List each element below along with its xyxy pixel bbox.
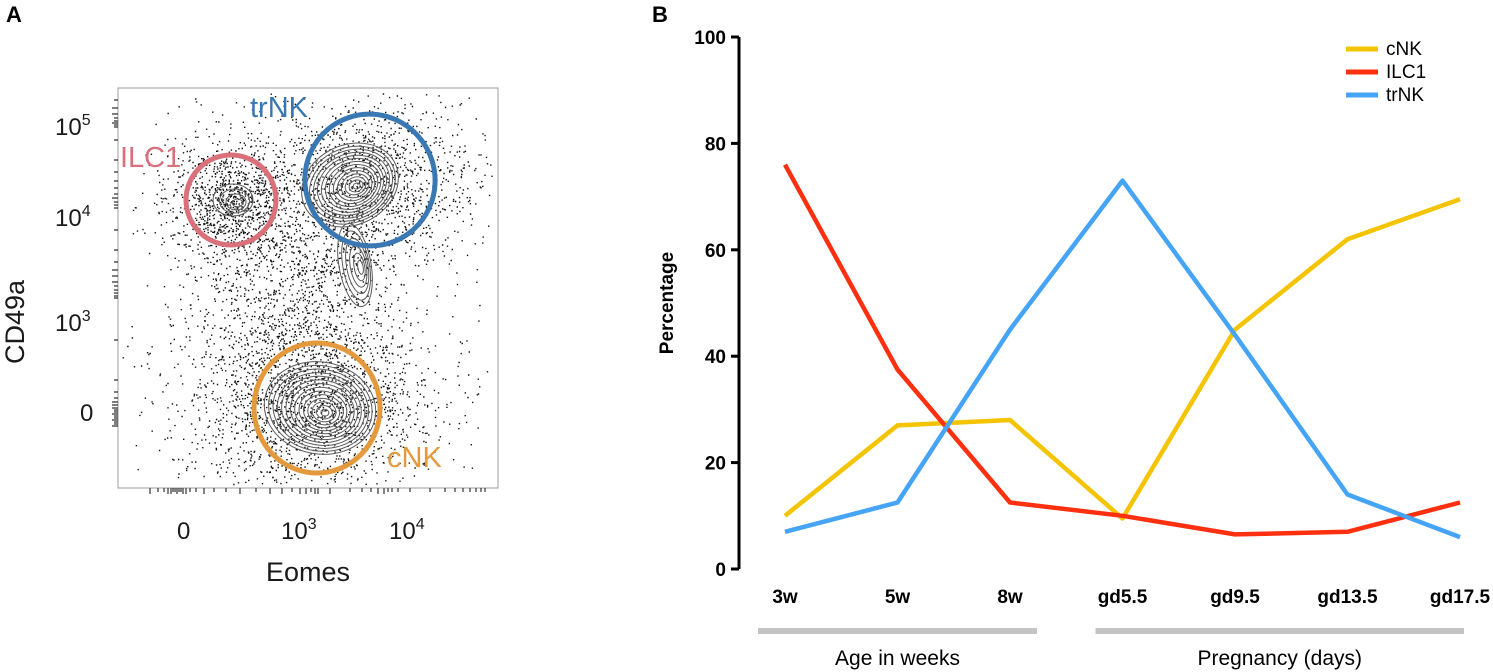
contour-ring <box>353 252 366 282</box>
contour-ring <box>324 160 382 210</box>
y-tick-label: 40 <box>705 347 726 368</box>
y-tick-10-4: 104 <box>55 203 91 232</box>
contour-ring <box>307 397 341 426</box>
series-line-ilc1 <box>783 163 1461 537</box>
contour-ring <box>316 154 388 216</box>
y-axis-ticks: 0 20 40 60 80 100 <box>694 28 739 581</box>
legend-label-trnk: trNK <box>1386 85 1424 106</box>
y-tick-10-3: 103 <box>55 308 91 337</box>
contour-ring <box>302 394 344 429</box>
x-tick-label: 8w <box>997 587 1023 608</box>
contour-ring <box>263 361 377 455</box>
x-tick-10-3: 103 <box>281 516 317 545</box>
panel-b-letter: B <box>652 2 668 27</box>
panel-a-axis-ticks <box>112 99 486 494</box>
ilc1-gate <box>183 152 279 248</box>
x-tick-10-4: 104 <box>389 516 425 545</box>
x-tick-label: gd5.5 <box>1098 587 1148 608</box>
group-label: Age in weeks <box>835 647 960 670</box>
y-tick-10-5: 105 <box>55 112 91 141</box>
contour-ring <box>311 401 337 423</box>
panel-a-letter: A <box>6 2 22 27</box>
contour-ring <box>328 164 379 208</box>
contour-ring <box>219 188 250 214</box>
contour-ring <box>352 182 361 190</box>
y-axis-label-percentage: Percentage <box>657 252 678 354</box>
contour-ring <box>320 408 330 417</box>
contour-ring <box>341 230 372 301</box>
contour-ring <box>332 167 376 205</box>
y-tick-label: 80 <box>705 134 726 155</box>
contour-ring <box>340 173 370 199</box>
x-tick-label: 3w <box>772 587 798 608</box>
contour-ring <box>313 151 391 219</box>
legend-label-ilc1: ILC1 <box>1386 62 1426 83</box>
trnk-gate-label: trNK <box>250 92 309 124</box>
contour-ring <box>294 386 351 435</box>
contour-ring <box>336 170 373 202</box>
contour-ring <box>276 372 366 446</box>
panel-b-line-chart: 0 20 40 60 80 100 3w 5w 8w gd5.5 gd9.5 gd13.5 gd17.… <box>657 28 1491 670</box>
y-axis-label-cd49a: CD49a <box>0 279 30 364</box>
cnk-gate <box>251 340 383 476</box>
contour-ring <box>315 405 333 420</box>
x-tick-label: gd9.5 <box>1210 587 1260 608</box>
contour-ring <box>232 198 243 208</box>
x-tick-label: gd17.5 <box>1430 587 1491 608</box>
contour-ring <box>268 364 373 452</box>
panel-a-flow-plot: trNK ILC1 cNK 105 104 103 0 0 103 104 Eo… <box>0 87 499 587</box>
contour-ring <box>337 223 373 307</box>
cnk-gate-label: cNK <box>387 442 442 474</box>
y-tick-label: 60 <box>705 241 726 262</box>
contour-ring <box>289 383 355 438</box>
x-tick-0: 0 <box>177 518 190 545</box>
contour-ring <box>345 237 370 295</box>
contour-ring <box>225 193 247 211</box>
trnk-gate <box>302 111 438 249</box>
contour-ring <box>281 375 362 444</box>
group-label: Pregnancy (days) <box>1197 647 1362 670</box>
y-tick-label: 0 <box>715 560 726 581</box>
legend-label-cnk: cNK <box>1386 39 1422 60</box>
x-axis-ticks: 3w 5w 8w gd5.5 gd9.5 gd13.5 gd17.5 <box>772 587 1490 608</box>
series-lines <box>783 163 1461 540</box>
contour-ring <box>320 157 385 213</box>
contour-ring <box>301 142 399 228</box>
x-category-groups: Age in weeks Pregnancy (days) <box>758 628 1464 670</box>
contour-ring <box>348 179 364 193</box>
y-tick-label: 20 <box>705 454 726 475</box>
flow-contours <box>212 142 399 455</box>
contour-ring <box>285 379 359 441</box>
ilc1-gate-label: ILC1 <box>120 142 181 174</box>
y-tick-0: 0 <box>80 400 93 427</box>
x-axis-label-eomes: Eomes <box>266 557 350 587</box>
contour-ring <box>272 368 370 449</box>
contour-ring <box>357 259 364 275</box>
contour-ring <box>344 176 367 196</box>
contour-ring <box>309 148 394 222</box>
contour-ring <box>298 390 348 432</box>
y-tick-label: 100 <box>694 28 726 49</box>
contour-ring <box>212 183 254 217</box>
series-line-cnk <box>783 197 1461 521</box>
x-tick-label: 5w <box>885 587 911 608</box>
axis-minor-ticks <box>112 99 486 494</box>
x-tick-label: gd13.5 <box>1317 587 1378 608</box>
